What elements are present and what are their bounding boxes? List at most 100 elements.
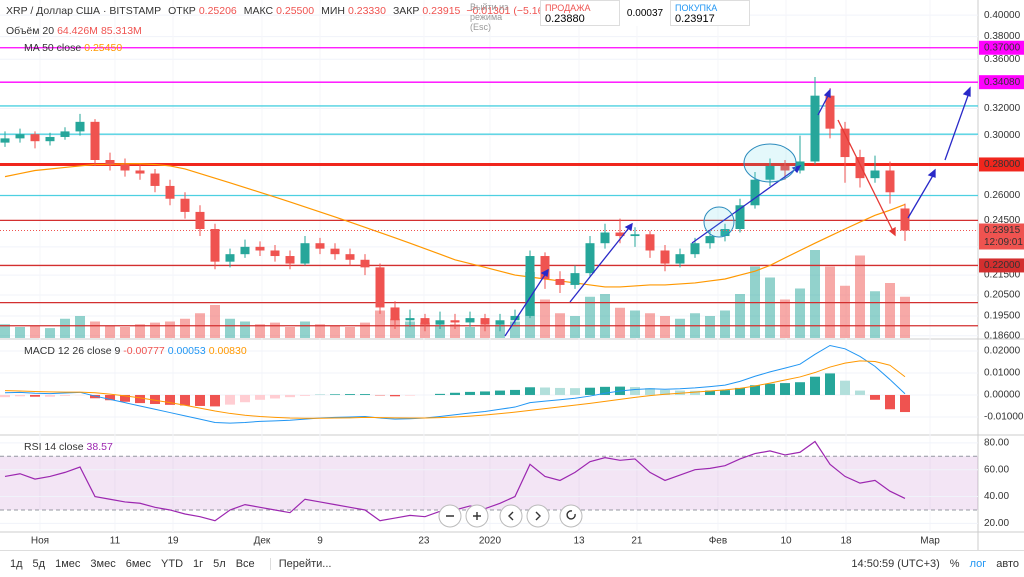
- candle-body: [106, 160, 115, 164]
- volume-bar: [570, 316, 580, 338]
- x-tick-label: 10: [780, 536, 792, 547]
- volume-bar: [630, 311, 640, 339]
- period[interactable]: 1г: [193, 558, 203, 570]
- volume-bar: [360, 323, 370, 338]
- period[interactable]: 6мес: [126, 558, 151, 570]
- period[interactable]: 5д: [33, 558, 46, 570]
- candle-body: [706, 236, 715, 243]
- scroll-left[interactable]: [500, 505, 522, 527]
- exit-hint: Выйти из режима(Esc): [470, 0, 540, 26]
- x-tick-label: 13: [573, 536, 585, 547]
- ellipse: [704, 207, 734, 237]
- period[interactable]: 1д: [10, 558, 23, 570]
- macd-hist-bar: [570, 388, 580, 395]
- macd-hist-bar: [495, 391, 505, 395]
- macd-hist-bar: [765, 384, 775, 395]
- candle-body: [346, 254, 355, 260]
- x-tick-label: 9: [317, 536, 323, 547]
- volume-bar: [90, 322, 100, 339]
- candle-body: [901, 208, 910, 230]
- candle-body: [451, 320, 460, 322]
- period[interactable]: 3мес: [90, 558, 115, 570]
- y-tick-label: 40.00: [984, 491, 1009, 502]
- macd-hist-bar: [195, 395, 205, 406]
- period[interactable]: YTD: [161, 558, 183, 570]
- macd-hist-bar: [480, 391, 490, 395]
- candle-body: [691, 243, 700, 254]
- volume-bar: [375, 311, 385, 339]
- period[interactable]: 5л: [213, 558, 226, 570]
- spread: 0.00037: [620, 0, 670, 26]
- macd-hist-bar: [0, 395, 10, 397]
- percent[interactable]: %: [950, 558, 960, 570]
- macd-hist-bar: [360, 394, 370, 395]
- level-label: 0.28000: [984, 159, 1021, 170]
- countdown: 12:09:01: [984, 237, 1023, 248]
- macd-hist-bar: [45, 395, 55, 397]
- volume-title: Объём 20: [6, 25, 54, 37]
- volume-bar: [540, 300, 550, 339]
- field-value: 0.23915: [422, 5, 460, 17]
- candle-body: [886, 170, 895, 192]
- level-label: 0.22000: [984, 260, 1021, 271]
- macd-hist-bar: [885, 395, 895, 409]
- candle-body: [271, 250, 280, 256]
- volume-bar: [705, 316, 715, 338]
- macd-hist-bar: [855, 391, 865, 395]
- y-tick-label: 20.00: [984, 518, 1009, 529]
- macd-hist-bar: [525, 387, 535, 395]
- candle-body: [91, 122, 100, 160]
- macd-hist-bar: [405, 395, 415, 396]
- candle-body: [811, 96, 820, 162]
- candle-body: [151, 174, 160, 186]
- bottom-toolbar: 1д 5д 1мес 3мес 6мес YTD 1г 5л Все Перейти... 14:5…: [0, 550, 1024, 577]
- volume-value: 85.313M: [101, 25, 142, 37]
- candle-body: [361, 260, 370, 268]
- volume-bar: [735, 294, 745, 338]
- period[interactable]: Все: [236, 558, 255, 570]
- y-tick-label: 0.01000: [984, 368, 1021, 379]
- goto[interactable]: Перейти...: [270, 558, 332, 570]
- candle-body: [211, 229, 220, 262]
- level-label: 0.34080: [984, 77, 1021, 88]
- macd-hist-bar: [135, 395, 145, 403]
- y-tick-label: 0.00000: [984, 390, 1021, 401]
- candle-body: [436, 320, 445, 324]
- buy-price: 0.23917: [675, 13, 745, 25]
- candle-body: [556, 279, 565, 285]
- period[interactable]: 1мес: [55, 558, 80, 570]
- candle-body: [586, 243, 595, 273]
- log[interactable]: лог: [970, 558, 987, 570]
- field-label: МИН: [321, 5, 345, 17]
- reset[interactable]: [560, 505, 582, 527]
- auto[interactable]: авто: [996, 558, 1019, 570]
- y-tick-label: -0.01000: [984, 412, 1024, 423]
- candle-body: [391, 307, 400, 320]
- clock: 14:50:59 (UTC+3): [851, 558, 939, 570]
- macd-hist-bar: [15, 395, 25, 396]
- candle-body: [571, 273, 580, 285]
- scroll-right[interactable]: [527, 505, 549, 527]
- macd-hist-bar: [390, 395, 400, 396]
- volume-bar: [345, 327, 355, 338]
- candle-body: [331, 249, 340, 255]
- volume-bar: [810, 250, 820, 338]
- candle-body: [856, 157, 865, 178]
- candle-body: [406, 318, 415, 320]
- field-value: 0.23330: [348, 5, 386, 17]
- candle-body: [301, 243, 310, 263]
- macd-hist-bar: [300, 395, 310, 396]
- macd-hist-bar: [840, 381, 850, 395]
- volume-bar: [330, 326, 340, 338]
- macd-hist-bar: [720, 390, 730, 395]
- candle-body: [241, 247, 250, 254]
- candle-body: [526, 256, 535, 316]
- macd-hist-bar: [795, 382, 805, 395]
- candle-body: [286, 256, 295, 264]
